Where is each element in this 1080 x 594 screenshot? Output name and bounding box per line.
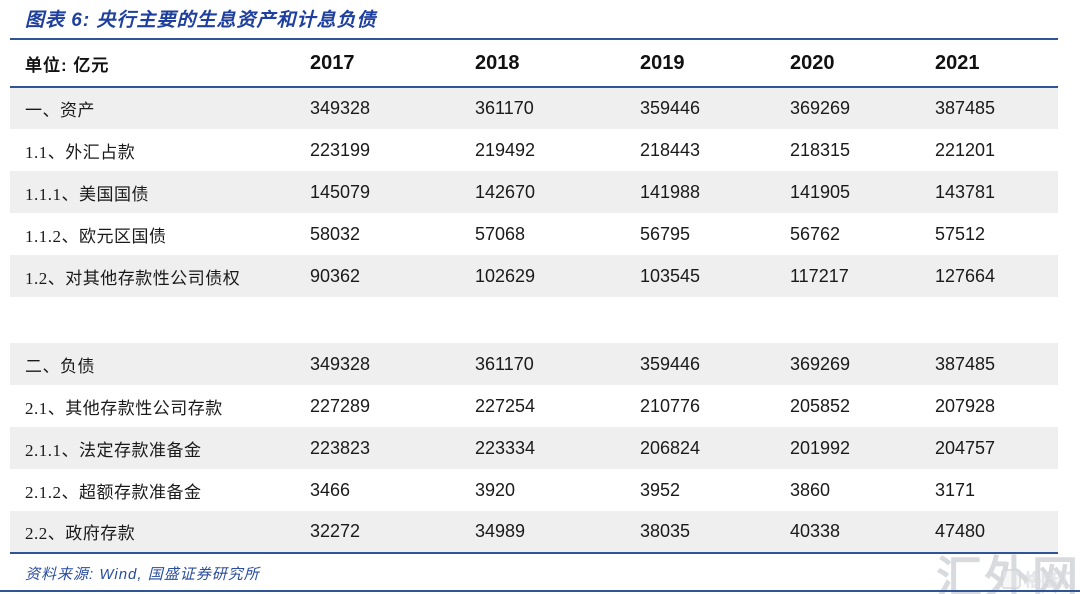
row-label: 1.1.2、欧元区国债 — [25, 226, 167, 246]
cell-value: 218443 — [640, 139, 701, 160]
year-header-2018: 2018 — [455, 38, 620, 88]
row-label: 1.1.1、美国国债 — [25, 184, 149, 204]
table-row-fx-position: 1.1、外汇占款 223199 219492 218443 218315 221… — [10, 129, 1058, 171]
unit-label: 单位: 亿元 — [10, 38, 290, 88]
cell-value: 369269 — [790, 98, 851, 118]
watermark-logo-icon — [1001, 568, 1021, 589]
table-row-government-deposits: 2.2、政府存款 32272 34989 38035 40338 47480 — [10, 511, 1058, 554]
year-header-2020: 2020 — [770, 38, 915, 88]
cell-value: 210776 — [640, 395, 701, 416]
cell-value: 219492 — [475, 139, 536, 160]
cell-value: 204757 — [935, 437, 996, 458]
cell-value: 103545 — [640, 265, 701, 286]
row-label: 2.2、政府存款 — [10, 511, 290, 554]
cell-value: 223199 — [310, 139, 371, 160]
cell-value: 145079 — [310, 181, 371, 202]
cell-value: 57068 — [475, 223, 526, 244]
page-title: 图表 6: 央行主要的生息资产和计息负债 — [25, 10, 377, 31]
row-label: 1.1、外汇占款 — [25, 142, 136, 162]
table-row-required-reserves: 2.1.1、法定存款准备金 223823 223334 206824 20199… — [10, 427, 1058, 469]
table-row-assets-total: 一、资产 349328 361170 359446 369269 387485 — [10, 87, 1058, 129]
cell-value: 3920 — [475, 479, 516, 500]
cell-value: 359446 — [640, 353, 701, 374]
source-note: 资料来源: Wind, 国盛证券研究所 — [25, 566, 260, 583]
row-label: 1.2、对其他存款性公司债权 — [25, 268, 241, 288]
cell-value: 143781 — [935, 181, 996, 202]
cell-value: 349328 — [310, 98, 371, 118]
row-label: 2.1.1、法定存款准备金 — [25, 440, 202, 460]
cell-value: 56762 — [790, 223, 841, 244]
cell-value: 141988 — [640, 181, 701, 202]
cell-value: 206824 — [640, 437, 701, 458]
cell-value: 34989 — [455, 511, 620, 554]
cell-value: 207928 — [935, 395, 996, 416]
cell-value: 201992 — [790, 437, 851, 458]
cell-value: 141905 — [790, 181, 851, 202]
table-row-liabilities-total: 二、负债 349328 361170 359446 369269 387485 — [10, 343, 1058, 385]
cell-value: 3952 — [640, 479, 681, 500]
cell-value: 361170 — [475, 353, 534, 374]
cell-value: 227254 — [475, 395, 536, 416]
cell-value: 142670 — [475, 181, 536, 202]
spacer-row — [10, 297, 1058, 343]
cell-value: 359446 — [640, 98, 701, 118]
cell-value: 127664 — [935, 265, 996, 286]
table-row-bank-deposits: 2.1、其他存款性公司存款 227289 227254 210776 20585… — [10, 385, 1058, 427]
cell-value: 3466 — [310, 479, 351, 500]
row-label: 二、负债 — [25, 356, 95, 376]
cell-value: 40338 — [770, 511, 915, 554]
year-header-2021: 2021 — [915, 38, 1058, 88]
header-row: 单位: 亿元 2017 2018 2019 2020 2021 — [10, 38, 1058, 88]
cell-value: 58032 — [310, 223, 361, 244]
cell-value: 38035 — [620, 511, 770, 554]
cell-value: 387485 — [935, 98, 996, 118]
cell-value: 221201 — [935, 139, 996, 160]
table-row-us-treasuries: 1.1.1、美国国债 145079 142670 141988 141905 1… — [10, 171, 1058, 213]
cell-value: 218315 — [790, 139, 851, 160]
cell-value: 3860 — [790, 479, 831, 500]
row-label: 一、资产 — [25, 101, 95, 120]
watermark-logo-text: 格隆汇 — [1024, 571, 1075, 590]
table-row-claims-on-banks: 1.2、对其他存款性公司债权 90362 102629 103545 11721… — [10, 255, 1058, 297]
table-row-euro-bonds: 1.1.2、欧元区国债 58032 57068 56795 56762 5751… — [10, 213, 1058, 255]
cell-value: 361170 — [475, 98, 534, 118]
cell-value: 32272 — [290, 511, 455, 554]
cell-value: 90362 — [310, 265, 361, 286]
bottom-rule-line — [0, 590, 1080, 592]
row-label: 2.1、其他存款性公司存款 — [25, 398, 223, 418]
cell-value: 349328 — [310, 353, 371, 374]
cell-value: 102629 — [475, 265, 536, 286]
cell-value: 56795 — [640, 223, 691, 244]
cell-value: 223823 — [310, 437, 371, 458]
data-table-wrapper: 单位: 亿元 2017 2018 2019 2020 2021 一、资产 349… — [10, 38, 1058, 554]
year-header-2017: 2017 — [290, 38, 455, 88]
row-label: 2.1.2、超额存款准备金 — [25, 482, 202, 502]
cell-value: 205852 — [790, 395, 851, 416]
cell-value: 387485 — [935, 353, 996, 374]
cell-value: 57512 — [935, 223, 986, 244]
cell-value: 3171 — [935, 479, 976, 500]
table-row-excess-reserves: 2.1.2、超额存款准备金 3466 3920 3952 3860 3171 — [10, 469, 1058, 511]
cell-value: 227289 — [310, 395, 371, 416]
year-header-2019: 2019 — [620, 38, 770, 88]
watermark-logo: 格隆汇 — [1001, 566, 1075, 591]
cell-value: 47480 — [915, 511, 1058, 554]
cell-value: 223334 — [475, 437, 536, 458]
cell-value: 117217 — [790, 265, 849, 286]
cell-value: 369269 — [790, 353, 851, 374]
data-table: 单位: 亿元 2017 2018 2019 2020 2021 一、资产 349… — [10, 38, 1058, 554]
